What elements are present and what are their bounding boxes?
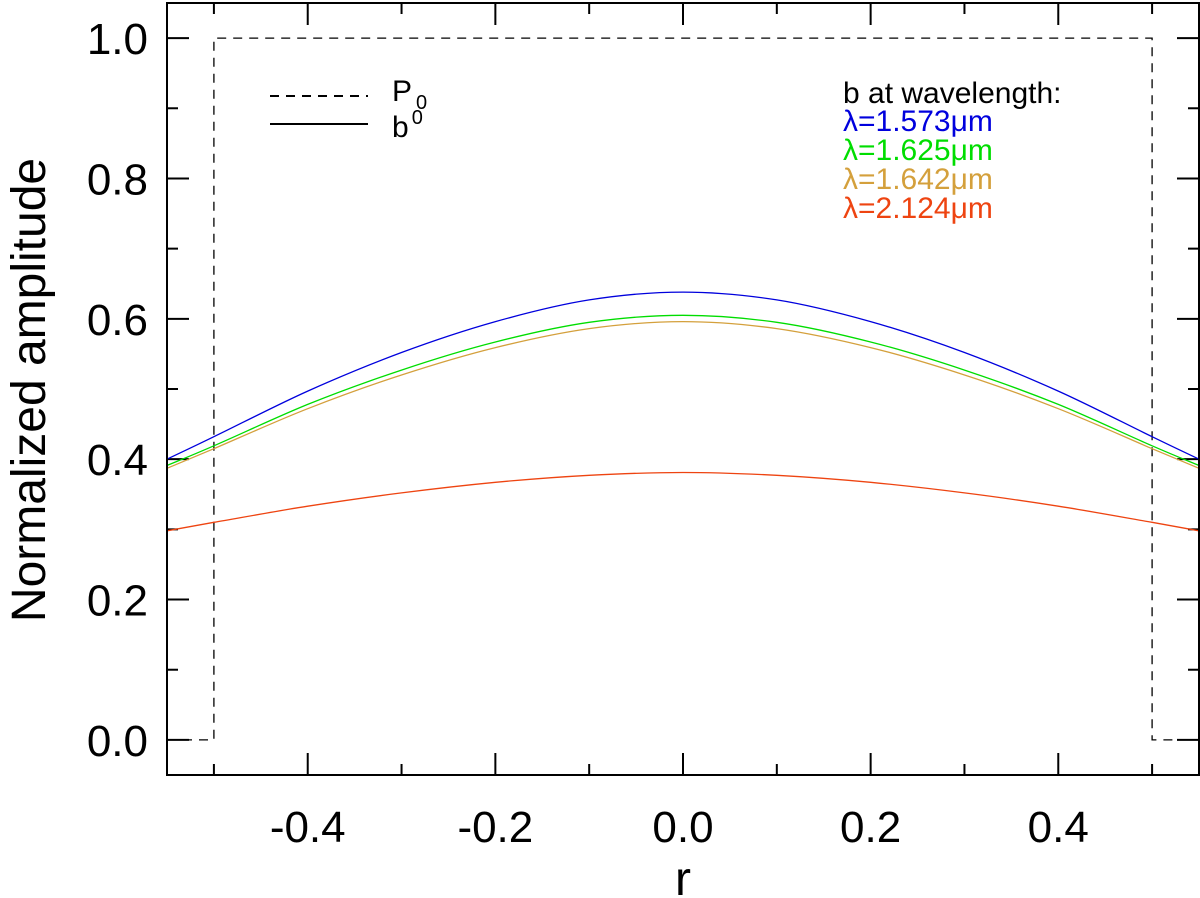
y-tick-label: 1.0 (87, 15, 148, 64)
legend-label-b0-base: b (392, 111, 409, 144)
wavelength-key-header: b at wavelength: (843, 77, 1061, 110)
series-line-3 (166, 320, 1200, 469)
x-axis-title: r (675, 853, 691, 898)
y-tick-label: 0.0 (87, 717, 148, 766)
wavelength-label-1573: λ=1.573μm (843, 105, 993, 138)
series-line-2 (166, 314, 1200, 467)
wavelength-key: b at wavelength: λ=1.573μm λ=1.625μm λ=1… (843, 77, 1061, 225)
series-line-4 (166, 471, 1200, 532)
y-tick-label: 0.2 (87, 577, 148, 626)
x-tick-label: -0.2 (457, 803, 533, 852)
legend-label-p0-base: P (392, 75, 412, 108)
ticks-layer (167, 3, 1199, 775)
wavelength-label-2124: λ=2.124μm (843, 192, 993, 225)
x-tick-label: 0.2 (840, 803, 901, 852)
x-tick-label: 0.4 (1028, 803, 1089, 852)
legend-label-b0-superscript: 0 (412, 107, 423, 129)
x-tick-label: 0.0 (652, 803, 713, 852)
y-tick-label: 0.8 (87, 155, 148, 204)
series-layer (166, 291, 1200, 532)
plot-frame (166, 2, 1200, 776)
wavelength-label-1642: λ=1.642μm (843, 163, 993, 196)
labels-layer: -0.4 -0.2 0.0 0.2 0.4 0.0 0.2 0.4 0.6 0.8 1.0 (87, 15, 1089, 852)
pupil-layer (167, 37, 1199, 741)
x-tick-label: -0.4 (270, 803, 346, 852)
wavelength-label-1625: λ=1.625μm (843, 134, 993, 167)
legend-label-p0-subscript: 0 (416, 92, 427, 114)
y-tick-label: 0.6 (87, 296, 148, 345)
series-line-1 (166, 291, 1200, 460)
y-axis-title: Normalized amplitude (3, 158, 56, 622)
y-tick-label: 0.4 (87, 436, 148, 485)
series-line-p0 (167, 37, 1199, 741)
